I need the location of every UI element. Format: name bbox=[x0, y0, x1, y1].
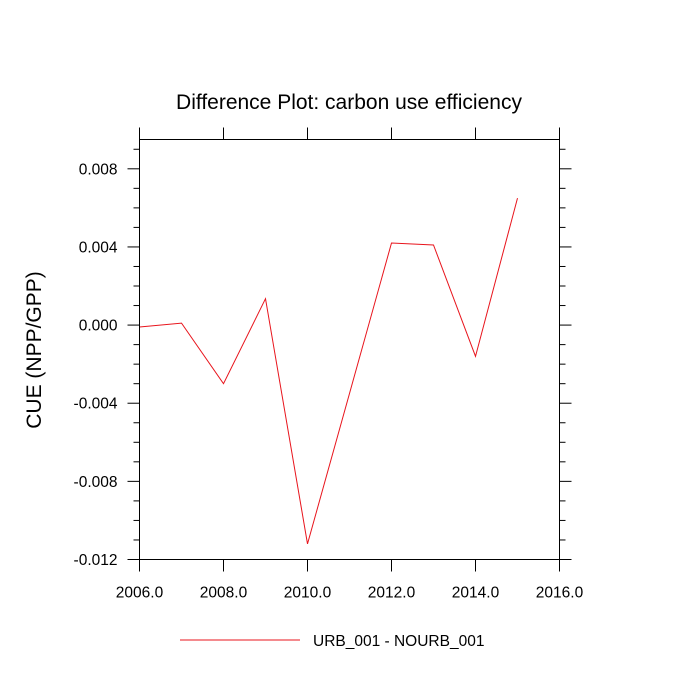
y-tick-label: -0.008 bbox=[74, 474, 118, 491]
chart-title: Difference Plot: carbon use efficiency bbox=[176, 91, 522, 114]
legend: URB_001 - NOURB_001 bbox=[180, 633, 484, 650]
y-tick-label: -0.012 bbox=[74, 552, 118, 569]
x-tick-label: 2010.0 bbox=[284, 585, 332, 602]
plot-frame bbox=[139, 139, 560, 560]
y-tick-label: 0.000 bbox=[79, 318, 118, 335]
series-layer bbox=[139, 197, 518, 545]
series-line-urb-001 bbox=[139, 197, 518, 545]
x-tick-label: 2008.0 bbox=[200, 585, 248, 602]
y-tick-label: 0.004 bbox=[79, 239, 118, 256]
x-tick-label: 2006.0 bbox=[116, 585, 164, 602]
x-tick-label: 2014.0 bbox=[452, 585, 500, 602]
legend-label-urb-001: URB_001 - NOURB_001 bbox=[313, 633, 484, 650]
x-tick-label: 2016.0 bbox=[536, 585, 584, 602]
y-axis-label: CUE (NPP/GPP) bbox=[23, 271, 46, 429]
y-tick-label: -0.004 bbox=[74, 396, 118, 413]
y-tick-label: 0.008 bbox=[79, 161, 118, 178]
axis-tick-labels: 2006.0 2008.0 2010.0 2012.0 2014.0 2016.0 -0.0… bbox=[74, 161, 584, 601]
axis-ticks bbox=[127, 127, 572, 572]
x-tick-label: 2012.0 bbox=[368, 585, 416, 602]
